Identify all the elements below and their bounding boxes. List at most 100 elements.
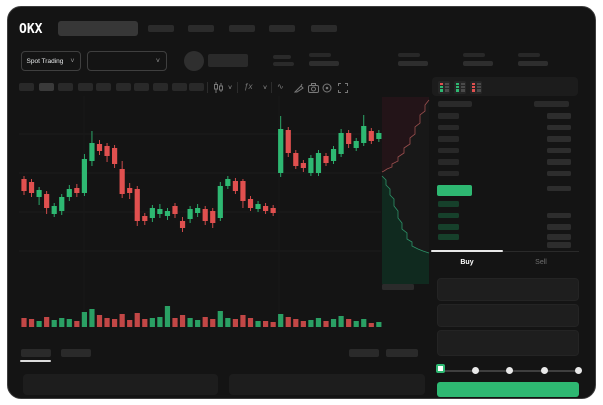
ask-price-0[interactable] [438, 113, 459, 119]
line [460, 83, 465, 86]
draw-icon[interactable] [294, 83, 304, 93]
nav-item-2[interactable] [229, 24, 255, 32]
volume-bar [66, 319, 72, 327]
slider-stop-1[interactable] [471, 366, 479, 374]
ask-amount-5[interactable] [547, 170, 571, 176]
slider-stop-3[interactable] [540, 366, 548, 374]
indicator-icon[interactable]: ƒx [244, 82, 253, 91]
ask-price-1[interactable] [438, 124, 459, 130]
amount-input[interactable] [437, 304, 579, 327]
market-type-label: Spot Trading [26, 57, 64, 65]
tab-sell[interactable]: Sell [535, 259, 547, 266]
timeframe-button-0[interactable] [19, 83, 34, 91]
timeframe-button-5[interactable] [115, 83, 131, 91]
timeframe-button-3[interactable] [77, 83, 93, 91]
timeframe-button-6[interactable] [134, 83, 149, 91]
ask-amount-1[interactable] [547, 124, 571, 130]
ask-amount-3[interactable] [547, 147, 571, 153]
cell [456, 89, 459, 92]
ask-price-4[interactable] [438, 159, 459, 165]
volume-bar [89, 309, 95, 327]
stat-label-2 [463, 53, 485, 57]
okx-app-window: OKX Spot Trading ˅ ˅ ˅ ƒx ˅ ∿ [7, 6, 596, 399]
ask-amount-4[interactable] [547, 159, 571, 165]
fullscreen-icon[interactable] [338, 83, 348, 93]
ask-price-2[interactable] [438, 136, 459, 142]
candle-type-icon[interactable] [212, 82, 224, 93]
book-bids-icon[interactable] [454, 81, 466, 94]
candle-body [127, 188, 133, 193]
volume-bar [127, 320, 133, 327]
volume-bar [142, 319, 148, 327]
line [460, 86, 465, 89]
last-price-badge[interactable] [437, 184, 472, 196]
volume-bar [315, 318, 322, 327]
camera-icon[interactable] [308, 83, 319, 93]
pair-dropdown[interactable]: ˅ [87, 51, 167, 71]
price-input[interactable] [437, 278, 579, 301]
candle-body [225, 179, 231, 186]
candle-body [217, 186, 223, 218]
total-input[interactable] [437, 330, 579, 356]
orders-panel-placeholder [23, 374, 218, 395]
timeframe-button-2[interactable] [58, 83, 73, 91]
buy-submit-button[interactable] [437, 382, 579, 397]
candle-body [96, 144, 103, 151]
divider [271, 82, 272, 93]
nav-item-1[interactable] [188, 24, 214, 32]
candle-body [81, 159, 87, 193]
bid-amount-1[interactable] [547, 224, 571, 230]
chevron-down-icon: ˅ [70, 57, 75, 65]
ask-amount-0[interactable] [547, 113, 571, 119]
chevron-down-icon[interactable]: ˅ [228, 85, 233, 92]
ask-amount-2[interactable] [547, 136, 571, 142]
volume-bar [51, 320, 57, 327]
bid-amount-0[interactable] [547, 212, 571, 218]
search-input[interactable] [58, 21, 138, 36]
orders-tab-active[interactable] [21, 349, 51, 357]
candle-body [134, 189, 140, 221]
volume-bar [338, 316, 344, 327]
bid-amount-2[interactable] [547, 234, 571, 240]
timeframe-button-8[interactable] [171, 83, 187, 91]
book-asks-icon[interactable] [470, 81, 482, 94]
candle-body [300, 163, 306, 168]
nav-item-4[interactable] [311, 24, 337, 32]
timeframe-button-4[interactable] [96, 83, 111, 91]
bid-price-2[interactable] [438, 224, 459, 230]
candle-body [308, 158, 314, 173]
bid-amount-3[interactable] [547, 242, 571, 248]
market-type-dropdown[interactable]: Spot Trading ˅ [20, 51, 81, 71]
timeframe-button-7[interactable] [153, 83, 168, 91]
ask-price-3[interactable] [438, 147, 459, 153]
settings-icon[interactable] [322, 83, 332, 93]
candle-body [164, 211, 171, 216]
candle-body [36, 190, 42, 197]
line-tool-icon[interactable]: ∿ [277, 82, 284, 91]
tab-buy[interactable]: Buy [460, 259, 474, 266]
bid-price-3[interactable] [438, 234, 459, 240]
volume-bar [36, 321, 42, 327]
candle-body [255, 204, 261, 209]
ask-price-5[interactable] [438, 170, 459, 176]
candle-body [202, 209, 208, 221]
slider-stop-2[interactable] [506, 366, 513, 374]
book-combined-icon[interactable] [438, 81, 450, 94]
amount-slider-handle[interactable] [436, 364, 445, 373]
bid-price-0[interactable] [438, 201, 459, 207]
order-history-tab[interactable] [61, 349, 91, 357]
bid-price-1[interactable] [438, 212, 459, 218]
timeframe-button-9[interactable] [189, 83, 204, 91]
candle-body [74, 188, 80, 193]
volume-bar [278, 314, 284, 327]
nav-item-0[interactable] [148, 24, 174, 32]
bottom-link-1[interactable] [349, 349, 379, 357]
slider-stop-4[interactable] [574, 366, 582, 374]
nav-item-3[interactable] [269, 24, 295, 32]
timeframe-button-1[interactable] [38, 83, 54, 91]
bottom-link-2[interactable] [386, 349, 418, 357]
candlestick-chart[interactable] [19, 96, 431, 346]
coin-avatar [184, 51, 204, 71]
chevron-down-icon[interactable]: ˅ [263, 85, 268, 92]
volume-bar [368, 323, 374, 327]
